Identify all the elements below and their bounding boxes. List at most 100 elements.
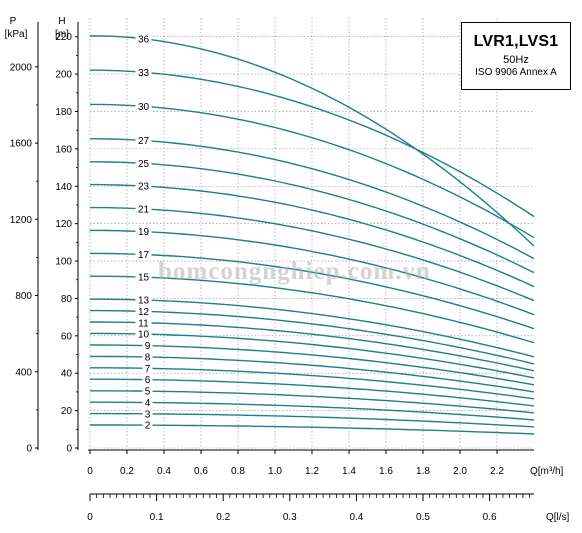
curve-15 bbox=[90, 275, 535, 344]
x-tick-label: 1.8 bbox=[416, 466, 430, 477]
curve-33 bbox=[90, 69, 535, 218]
curve-label-9: 9 bbox=[145, 341, 151, 352]
curve-label-bg bbox=[135, 305, 152, 317]
h-tick-label: 60 bbox=[61, 331, 73, 342]
h-tick-label: 140 bbox=[55, 182, 72, 193]
frequency-label: 50Hz bbox=[503, 54, 529, 66]
left-axis-unit-line2: [kPa] bbox=[5, 29, 28, 40]
curve-label-bg bbox=[142, 339, 153, 351]
x-tick-label: 2.2 bbox=[490, 466, 504, 477]
curve-label-23: 23 bbox=[138, 182, 150, 193]
curve-23 bbox=[90, 183, 535, 288]
curve-label-19: 19 bbox=[138, 227, 150, 238]
curve-label-2: 2 bbox=[145, 421, 151, 432]
curve-label-5: 5 bbox=[145, 387, 151, 398]
curve-17 bbox=[90, 252, 535, 330]
x2-tick-label: 0.1 bbox=[150, 512, 164, 523]
curve-label-10: 10 bbox=[138, 330, 150, 341]
p-tick-label: 0 bbox=[26, 444, 32, 455]
curve-9 bbox=[90, 344, 535, 386]
curve-label-12: 12 bbox=[138, 307, 150, 318]
curve-label-bg bbox=[135, 294, 152, 306]
curve-label-bg bbox=[142, 396, 153, 408]
curve-label-bg bbox=[142, 407, 153, 419]
x-tick-label: 0.2 bbox=[120, 466, 134, 477]
curve-label-bg bbox=[135, 203, 152, 215]
axes: 0204060801001201401601802002200400800120… bbox=[10, 22, 534, 523]
h-tick-label: 200 bbox=[55, 70, 72, 81]
curve-3 bbox=[90, 412, 535, 428]
x-tick-label: 0.4 bbox=[157, 466, 171, 477]
curve-label-bg bbox=[135, 100, 152, 112]
curve-label-bg bbox=[135, 180, 152, 192]
watermark: bomcongnghiep.com.vn bbox=[158, 258, 431, 285]
x2-tick-label: 0.2 bbox=[216, 512, 230, 523]
x-tick-label: 1.2 bbox=[305, 466, 319, 477]
curve-5 bbox=[90, 390, 535, 414]
h-tick-label: 220 bbox=[55, 32, 72, 43]
curve-21 bbox=[90, 206, 535, 302]
curve-30 bbox=[90, 103, 535, 239]
h-tick-label: 80 bbox=[61, 294, 73, 305]
curve-label-21: 21 bbox=[138, 205, 150, 216]
curve-label-bg bbox=[135, 66, 152, 78]
curve-label-15: 15 bbox=[138, 273, 150, 284]
performance-curves bbox=[89, 35, 535, 435]
x2-tick-label: 0.4 bbox=[349, 512, 363, 523]
p-tick-label: 800 bbox=[15, 291, 32, 302]
h-tick-label: 180 bbox=[55, 107, 72, 118]
h-tick-label: 100 bbox=[55, 257, 72, 268]
curve-7 bbox=[90, 367, 535, 400]
curve-25 bbox=[90, 161, 535, 274]
x-tick-label: 2.0 bbox=[453, 466, 467, 477]
curve-label-bg bbox=[142, 373, 153, 385]
curve-6 bbox=[90, 378, 535, 407]
p-tick-label: 2000 bbox=[10, 62, 33, 73]
curve-11 bbox=[90, 321, 535, 372]
h-tick-label: 120 bbox=[55, 219, 72, 230]
curve-label-4: 4 bbox=[145, 398, 151, 409]
x-tick-label: 0.8 bbox=[231, 466, 245, 477]
h-tick-label: 20 bbox=[61, 406, 73, 417]
x-tick-label: 1.6 bbox=[379, 466, 393, 477]
curve-label-bg bbox=[142, 385, 153, 397]
curve-label-bg bbox=[142, 350, 153, 362]
curve-2 bbox=[90, 424, 535, 435]
curve-label-bg bbox=[142, 419, 153, 431]
curve-label-bg bbox=[135, 271, 152, 283]
curve-13 bbox=[90, 298, 535, 358]
curve-36 bbox=[89, 35, 535, 247]
curve-label-13: 13 bbox=[138, 296, 150, 307]
curve-12 bbox=[90, 309, 535, 365]
h-tick-label: 0 bbox=[66, 444, 72, 455]
curve-label-7: 7 bbox=[145, 364, 151, 375]
x2-axis-label: Q[l/s] bbox=[546, 512, 570, 523]
p-tick-label: 400 bbox=[15, 367, 32, 378]
x-tick-label: 1.4 bbox=[342, 466, 356, 477]
x-tick-label: 0 bbox=[87, 466, 93, 477]
curve-label-bg bbox=[135, 225, 152, 237]
curve-27 bbox=[90, 138, 535, 260]
curve-10 bbox=[90, 332, 535, 379]
y-axis-unit-line2: [m] bbox=[55, 29, 69, 40]
grid bbox=[89, 18, 534, 449]
y-axis-unit-line1: H bbox=[58, 16, 65, 27]
x2-tick-label: 0.5 bbox=[416, 512, 430, 523]
curve-label-36: 36 bbox=[138, 35, 150, 46]
curve-label-3: 3 bbox=[145, 409, 151, 420]
curve-label-17: 17 bbox=[138, 250, 150, 261]
curve-label-6: 6 bbox=[145, 375, 151, 386]
curve-label-bg bbox=[135, 328, 152, 340]
curve-label-bg bbox=[142, 362, 153, 374]
curve-label-bg bbox=[135, 134, 152, 146]
x2-tick-label: 0.3 bbox=[283, 512, 297, 523]
h-tick-label: 40 bbox=[61, 369, 73, 380]
h-tick-label: 160 bbox=[55, 144, 72, 155]
curve-label-bg bbox=[135, 33, 152, 45]
curve-4 bbox=[90, 401, 535, 421]
curve-label-bg bbox=[135, 157, 152, 169]
x-tick-label: 1.0 bbox=[268, 466, 282, 477]
curve-label-bg bbox=[135, 248, 152, 260]
